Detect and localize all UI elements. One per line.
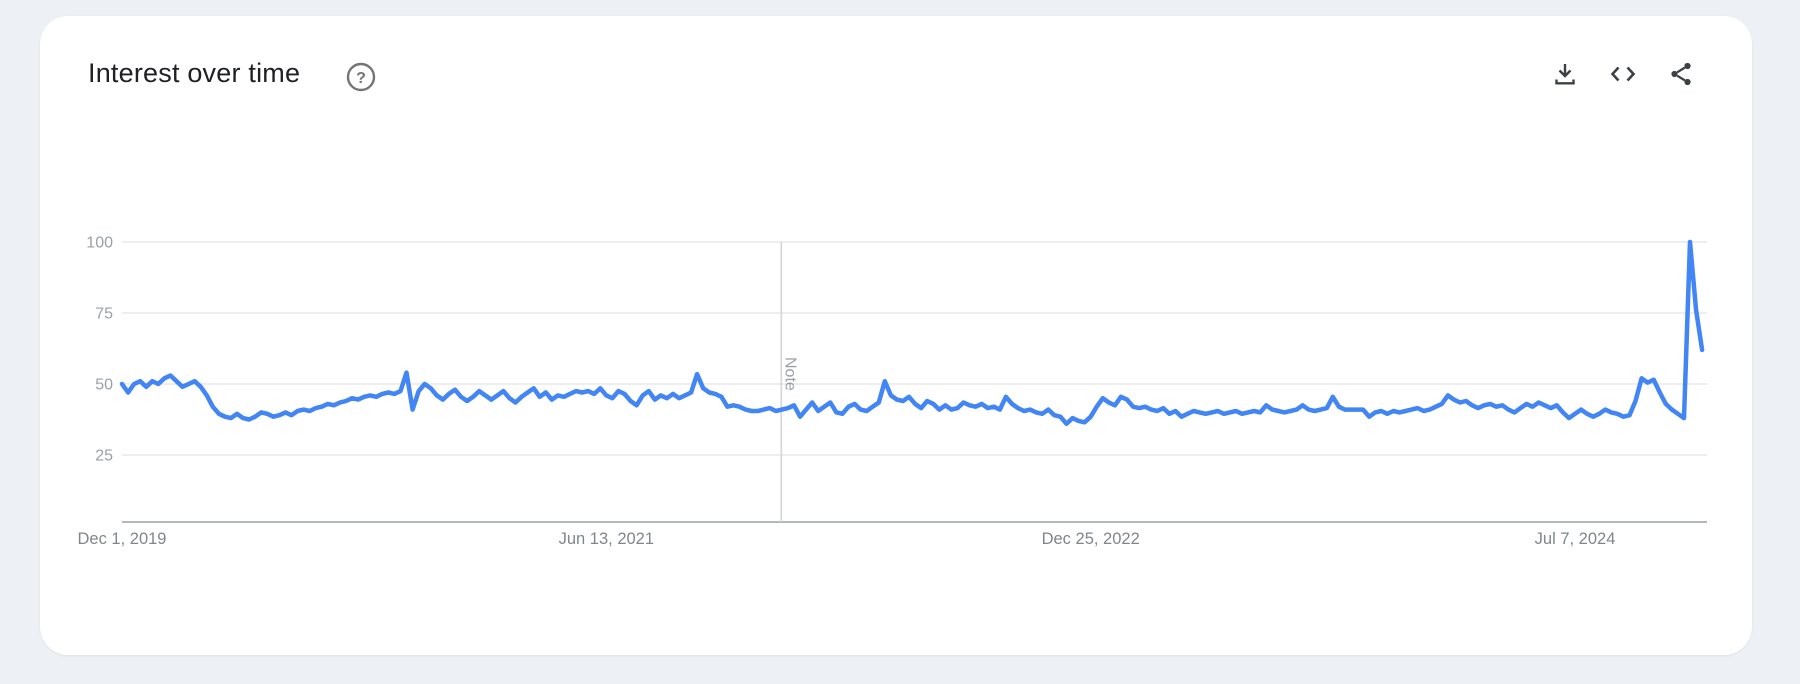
trend-chart[interactable]: 25 50 75 100 Dec 1, 2019 Jun 13, 2021 Dec 25, … <box>40 16 1752 655</box>
trend-chart-svg: 25 50 75 100 Dec 1, 2019 Jun 13, 2021 Dec 25, … <box>78 235 1707 548</box>
header-actions <box>1545 55 1701 95</box>
code-embed-icon <box>1608 59 1638 92</box>
y-axis-tick-100: 100 <box>86 235 113 252</box>
x-axis-tick-1: Dec 1, 2019 <box>78 530 167 548</box>
download-button[interactable] <box>1545 55 1585 95</box>
help-button[interactable]: ? <box>345 61 377 93</box>
x-axis-tick-4: Jul 7, 2024 <box>1535 530 1616 548</box>
trend-line <box>119 239 1705 427</box>
y-axis-tick-25: 25 <box>95 448 113 465</box>
share-icon <box>1666 59 1696 92</box>
interest-over-time-card: 25 50 75 100 Dec 1, 2019 Jun 13, 2021 Dec 25, … <box>40 16 1752 655</box>
embed-button[interactable] <box>1603 55 1643 95</box>
download-icon <box>1550 59 1580 92</box>
page-title: Interest over time <box>88 58 301 88</box>
help-circle-icon: ? <box>345 62 377 96</box>
share-button[interactable] <box>1661 55 1701 95</box>
y-axis-tick-50: 50 <box>95 377 113 394</box>
x-axis-tick-2: Jun 13, 2021 <box>559 530 654 548</box>
y-axis-tick-75: 75 <box>95 306 113 323</box>
svg-text:?: ? <box>356 70 366 87</box>
note-label[interactable]: Note <box>781 357 798 391</box>
x-axis-tick-3: Dec 25, 2022 <box>1042 530 1140 548</box>
